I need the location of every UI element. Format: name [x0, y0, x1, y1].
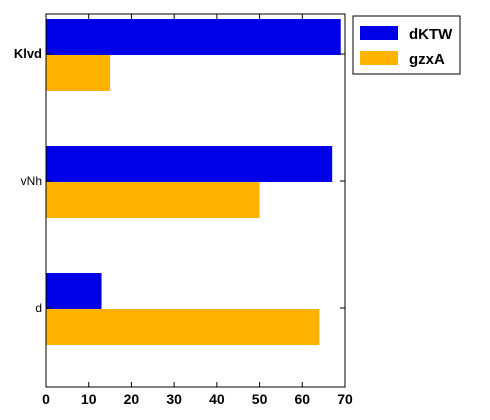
x-tick-label: 60	[294, 391, 310, 407]
x-tick-label: 30	[166, 391, 182, 407]
y-tick-label-vNh: vNh	[21, 174, 42, 188]
x-tick-label: 10	[81, 391, 97, 407]
legend-label-dKTW: dKTW	[409, 26, 453, 43]
bar-dKTW-d	[46, 273, 102, 309]
x-tick-label: 50	[252, 391, 268, 407]
bars-group	[46, 19, 341, 345]
x-tick-label: 70	[337, 391, 353, 407]
y-tick-label-Klvd: Klvd	[14, 46, 42, 61]
legend-label-gzxA: gzxA	[409, 51, 445, 68]
bar-gzxA-d	[46, 309, 320, 345]
x-tick-label: 20	[124, 391, 140, 407]
x-tick-label: 0	[42, 391, 50, 407]
ticks-group	[45, 14, 346, 387]
plot-frame	[45, 13, 346, 388]
labels-group: 0 10 20 30 40 50 60 70 Klvd vNh d	[14, 46, 353, 407]
bar-dKTW-vNh	[46, 146, 333, 182]
y-tick-label-d: d	[35, 301, 42, 315]
bar-gzxA-Klvd	[46, 55, 111, 91]
bar-gzxA-vNh	[46, 182, 260, 218]
legend: dKTW gzxA	[352, 15, 461, 75]
legend-swatch-dKTW	[360, 26, 398, 40]
legend-swatch-gzxA	[360, 51, 398, 65]
bar-dKTW-Klvd	[46, 19, 341, 55]
x-tick-label: 40	[209, 391, 225, 407]
